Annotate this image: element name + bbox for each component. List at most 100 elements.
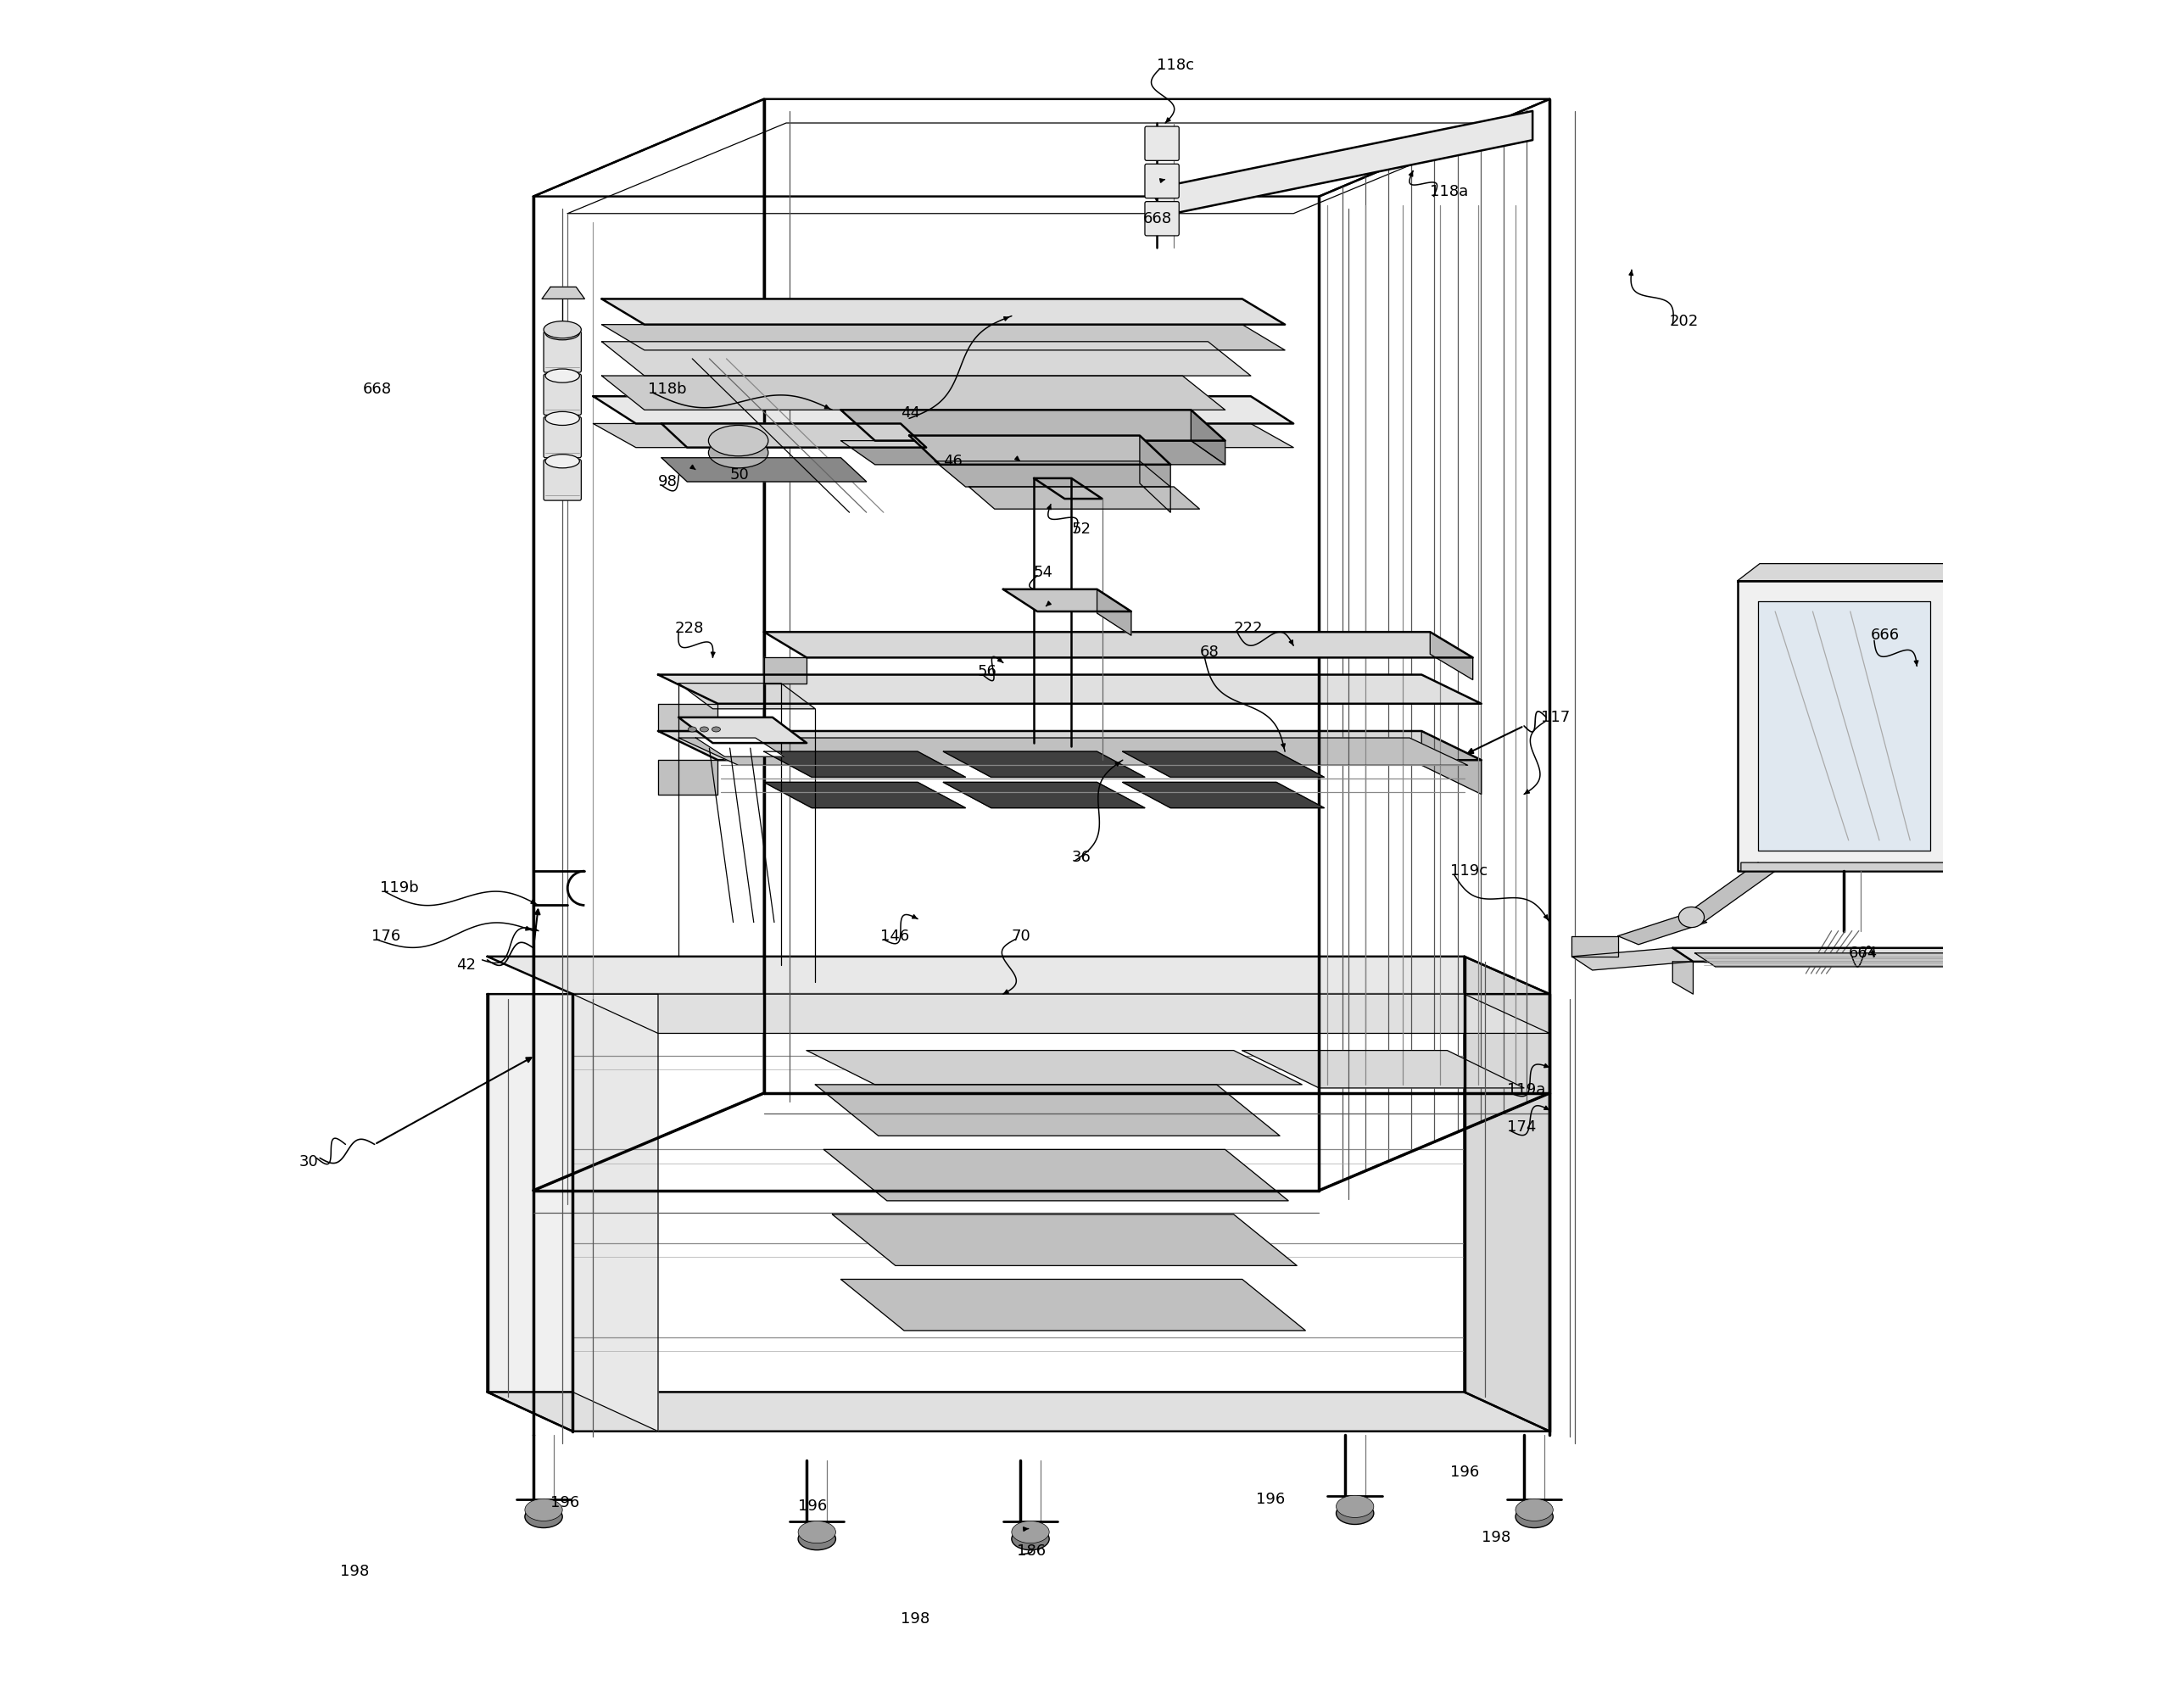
Ellipse shape <box>1678 907 1705 927</box>
Polygon shape <box>1737 581 1951 871</box>
Polygon shape <box>1123 752 1324 777</box>
Polygon shape <box>823 1149 1289 1201</box>
Polygon shape <box>1191 410 1226 465</box>
Polygon shape <box>1156 111 1533 217</box>
Polygon shape <box>657 760 718 794</box>
Polygon shape <box>679 738 1467 765</box>
Text: 228: 228 <box>675 622 705 635</box>
Ellipse shape <box>546 369 579 383</box>
Text: 119c: 119c <box>1450 864 1489 878</box>
Text: 174: 174 <box>1506 1120 1537 1134</box>
Polygon shape <box>1123 782 1324 808</box>
Polygon shape <box>814 1085 1280 1136</box>
FancyBboxPatch shape <box>544 331 581 372</box>
Polygon shape <box>934 461 1171 487</box>
FancyBboxPatch shape <box>1145 164 1180 198</box>
Polygon shape <box>1422 731 1480 794</box>
Ellipse shape <box>712 728 721 731</box>
Polygon shape <box>1687 863 1774 922</box>
Polygon shape <box>969 487 1200 509</box>
Polygon shape <box>592 424 1293 447</box>
Text: 146: 146 <box>880 929 910 943</box>
Text: 196: 196 <box>1450 1465 1480 1479</box>
Ellipse shape <box>799 1529 836 1551</box>
Polygon shape <box>488 1392 1550 1431</box>
FancyBboxPatch shape <box>1145 126 1180 161</box>
Polygon shape <box>910 436 1171 465</box>
FancyBboxPatch shape <box>544 374 581 415</box>
Polygon shape <box>832 1214 1297 1266</box>
Polygon shape <box>1672 948 1996 962</box>
Polygon shape <box>601 299 1284 325</box>
Polygon shape <box>1319 99 1550 1190</box>
Text: 176: 176 <box>370 929 401 943</box>
Polygon shape <box>657 731 1480 760</box>
Polygon shape <box>592 396 1293 424</box>
Polygon shape <box>1097 589 1132 635</box>
Ellipse shape <box>1337 1496 1374 1518</box>
Text: 44: 44 <box>901 407 921 420</box>
Text: 196: 196 <box>1256 1493 1284 1506</box>
Polygon shape <box>1465 956 1550 1431</box>
Ellipse shape <box>1337 1503 1374 1525</box>
Polygon shape <box>840 410 1226 441</box>
Polygon shape <box>542 287 586 299</box>
Polygon shape <box>808 1050 1302 1085</box>
Ellipse shape <box>1012 1529 1049 1551</box>
Text: 98: 98 <box>657 475 677 488</box>
Text: 42: 42 <box>457 958 477 972</box>
Text: 30: 30 <box>300 1155 318 1168</box>
Ellipse shape <box>525 1506 562 1529</box>
Polygon shape <box>1696 953 1994 967</box>
Text: 118a: 118a <box>1430 184 1469 198</box>
Polygon shape <box>943 782 1145 808</box>
Polygon shape <box>573 994 1550 1033</box>
Text: 56: 56 <box>977 664 997 678</box>
Polygon shape <box>662 458 866 482</box>
Ellipse shape <box>1515 1506 1552 1529</box>
Polygon shape <box>1951 564 1972 871</box>
Polygon shape <box>764 782 967 808</box>
Ellipse shape <box>688 728 697 731</box>
Ellipse shape <box>799 1522 836 1544</box>
FancyBboxPatch shape <box>544 459 581 500</box>
Text: 117: 117 <box>1541 711 1570 724</box>
Text: 52: 52 <box>1071 523 1091 536</box>
Polygon shape <box>1243 1050 1524 1088</box>
Polygon shape <box>840 1279 1306 1331</box>
Ellipse shape <box>708 425 768 456</box>
Polygon shape <box>679 717 808 743</box>
Polygon shape <box>657 675 1480 704</box>
Polygon shape <box>1430 632 1474 680</box>
Polygon shape <box>1618 914 1707 945</box>
Polygon shape <box>533 99 1550 196</box>
Polygon shape <box>679 683 814 709</box>
Polygon shape <box>1034 478 1102 499</box>
Text: 119b: 119b <box>379 881 418 895</box>
Polygon shape <box>488 994 573 1431</box>
Ellipse shape <box>546 326 579 340</box>
Polygon shape <box>1004 589 1132 611</box>
Polygon shape <box>697 738 784 757</box>
Text: 50: 50 <box>729 468 749 482</box>
Text: 666: 666 <box>1870 629 1901 642</box>
Polygon shape <box>662 424 925 447</box>
Text: 202: 202 <box>1670 314 1698 328</box>
Text: 664: 664 <box>1848 946 1877 960</box>
Polygon shape <box>533 99 764 1190</box>
Polygon shape <box>601 342 1252 376</box>
Polygon shape <box>1572 936 1618 956</box>
Polygon shape <box>488 956 1550 994</box>
Text: 68: 68 <box>1200 646 1219 659</box>
Text: 118b: 118b <box>649 383 686 396</box>
Polygon shape <box>764 752 967 777</box>
Text: 668: 668 <box>364 383 392 396</box>
Text: 198: 198 <box>340 1565 370 1578</box>
Text: 198: 198 <box>901 1612 930 1626</box>
Polygon shape <box>764 632 1474 658</box>
Text: 196: 196 <box>551 1496 579 1510</box>
Ellipse shape <box>525 1500 562 1522</box>
Ellipse shape <box>546 454 579 468</box>
Polygon shape <box>601 376 1226 410</box>
Text: 668: 668 <box>1143 212 1171 225</box>
